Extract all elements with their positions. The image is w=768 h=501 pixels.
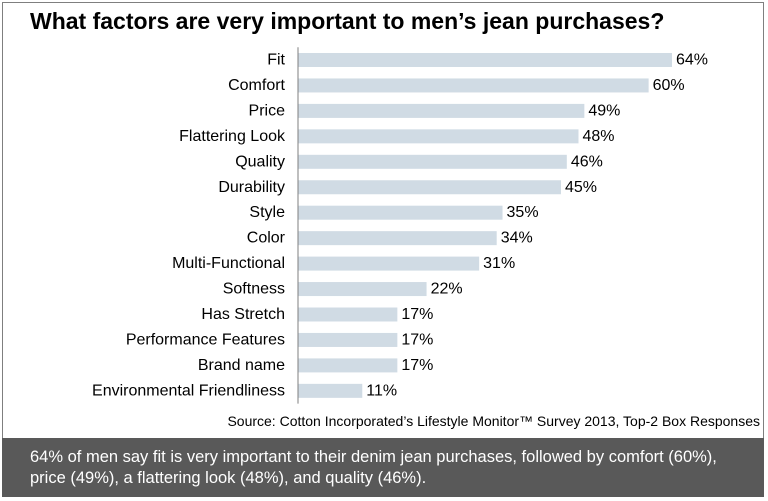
bar <box>298 53 672 67</box>
category-label: Color <box>247 230 286 247</box>
category-label: Performance Features <box>126 331 285 348</box>
bar <box>298 180 561 195</box>
bar <box>298 332 398 347</box>
value-label: 17% <box>401 306 433 323</box>
bar <box>298 78 649 93</box>
category-label: Price <box>249 102 286 119</box>
bar <box>298 383 363 398</box>
value-label: 17% <box>401 331 433 348</box>
value-label: 48% <box>583 128 615 145</box>
bar <box>298 282 427 297</box>
bar <box>298 231 497 246</box>
category-label: Durability <box>218 179 285 196</box>
bar <box>298 103 585 118</box>
value-label: 34% <box>501 230 533 247</box>
value-label: 60% <box>653 77 685 94</box>
value-label: 17% <box>401 357 433 374</box>
category-label: Brand name <box>198 357 285 374</box>
category-label: Quality <box>235 153 285 170</box>
category-label: Has Stretch <box>201 306 285 323</box>
category-label: Environmental Friendliness <box>92 382 285 399</box>
bar <box>298 154 567 169</box>
value-label: 45% <box>565 179 597 196</box>
category-label: Style <box>249 204 285 221</box>
value-label: 22% <box>431 281 463 298</box>
value-label: 31% <box>483 255 515 272</box>
value-label: 46% <box>571 153 603 170</box>
bar <box>298 129 579 144</box>
caption-box: 64% of men say fit is very important to … <box>2 438 764 497</box>
value-label: 49% <box>588 102 620 119</box>
bar <box>298 205 503 220</box>
category-label: Flattering Look <box>179 128 286 145</box>
value-label: 64% <box>676 52 708 69</box>
category-label: Comfort <box>228 77 285 94</box>
value-label: 35% <box>507 204 539 221</box>
bars-group: Fit 64% Comfort 60% Price 49% Flattering Look 4… <box>92 52 708 400</box>
category-label: Softness <box>223 281 285 298</box>
bar <box>298 307 398 322</box>
value-label: 11% <box>366 382 397 399</box>
bar <box>298 256 480 271</box>
source-note: Source: Cotton Incorporated’s Lifestyle … <box>227 413 760 429</box>
chart-title: What factors are very important to men’s… <box>30 8 665 34</box>
category-label: Fit <box>267 52 285 69</box>
caption-text: 64% of men say fit is very important to … <box>30 448 717 487</box>
bar <box>298 358 398 373</box>
category-label: Multi-Functional <box>172 255 285 272</box>
